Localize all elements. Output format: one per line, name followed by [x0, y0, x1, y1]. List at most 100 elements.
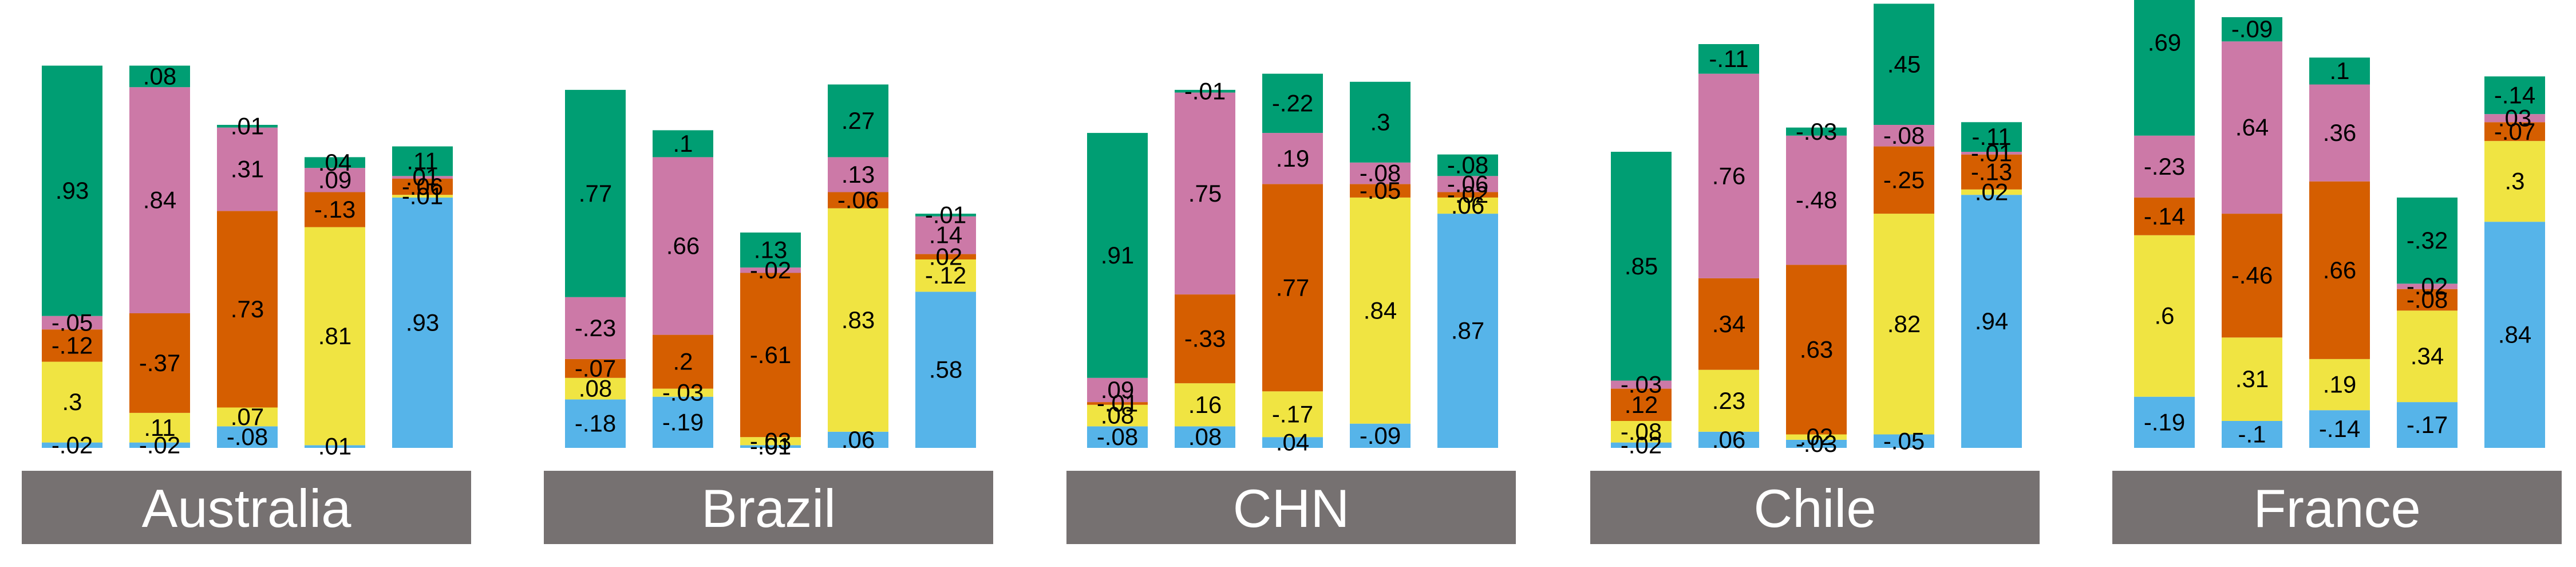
panel-band-chn [1066, 471, 1516, 544]
bar-segment-chile-4-orange [1874, 146, 1934, 214]
data-label-chile-3-yellow: .02 [1800, 423, 1833, 450]
bar-segment-chn-4-pink [1350, 162, 1411, 184]
data-label-chile-3-pink: -.48 [1796, 187, 1837, 214]
bar-segment-australia-1-pink [42, 316, 102, 330]
data-label-brazil-4-green: .27 [841, 107, 875, 134]
data-label-chile-4-yellow: .82 [1887, 310, 1921, 337]
bar-segment-brazil-4-green [828, 84, 888, 158]
data-label-chile-5-green: -.11 [1971, 123, 2011, 150]
bar-segment-australia-4-orange [305, 192, 365, 227]
bar-segment-australia-5-blue [392, 197, 453, 448]
bar-segment-chn-3-blue [1262, 437, 1323, 448]
data-label-france-5-yellow: .3 [2504, 168, 2524, 195]
data-label-chn-1-green: .91 [1101, 242, 1134, 269]
data-label-brazil-1-pink: -.23 [575, 314, 616, 341]
bar-segment-australia-3-yellow [217, 407, 278, 427]
data-label-chn-3-orange: .77 [1276, 274, 1309, 301]
data-label-australia-5-orange: -.06 [402, 173, 443, 200]
data-label-chn-2-green: -.01 [1184, 77, 1226, 104]
bar-segment-chn-5-green [1437, 154, 1498, 176]
data-label-australia-5-pink: .01 [406, 164, 439, 191]
panel-label-australia: Australia [142, 478, 351, 538]
bar-segment-brazil-3-yellow [740, 437, 801, 446]
data-label-brazil-4-blue: .06 [841, 426, 875, 453]
bar-segment-france-4-green [2397, 197, 2458, 284]
data-label-chile-4-green: .45 [1887, 50, 1921, 77]
bar-segment-chile-5-orange [1961, 154, 2022, 190]
data-label-brazil-4-orange: -.06 [837, 187, 879, 214]
data-label-brazil-1-green: .77 [579, 180, 612, 207]
data-label-france-1-green: .69 [2148, 29, 2181, 56]
bar-segment-brazil-4-yellow [828, 208, 888, 432]
data-label-chn-3-yellow: -.17 [1272, 400, 1313, 427]
bar-segment-france-5-pink [2484, 114, 2545, 123]
bar-segment-australia-3-pink [217, 127, 278, 211]
bar-segment-chn-5-orange [1437, 192, 1498, 198]
data-label-chile-1-green: .85 [1625, 253, 1658, 279]
data-label-brazil-1-orange: -.07 [575, 355, 616, 381]
bar-segment-france-1-blue [2134, 396, 2195, 448]
bar-segment-australia-4-blue [305, 445, 365, 448]
bar-segment-brazil-5-pink [915, 216, 976, 254]
bar-segment-australia-4-green [305, 157, 365, 168]
data-label-chile-1-orange: .12 [1625, 391, 1658, 418]
data-label-chn-5-orange: -.02 [1447, 181, 1488, 208]
data-label-chile-3-blue: -.03 [1796, 430, 1837, 457]
data-label-chile-2-yellow: .23 [1712, 387, 1745, 414]
bar-segment-france-3-yellow [2309, 359, 2370, 411]
data-label-australia-4-orange: -.13 [314, 196, 355, 223]
bar-segment-brazil-3-pink [740, 267, 801, 273]
data-label-chn-4-yellow: .84 [1364, 297, 1397, 324]
bar-segment-australia-2-green [129, 65, 190, 88]
data-label-australia-1-orange: -.12 [52, 332, 93, 359]
bar-segment-chn-4-yellow [1350, 197, 1411, 424]
bar-segment-chn-4-blue [1350, 423, 1411, 448]
bar-segment-france-5-blue [2484, 222, 2545, 448]
data-label-australia-4-blue: .01 [318, 433, 351, 460]
bar-segment-chile-1-blue [1611, 442, 1672, 448]
bar-segment-chile-4-blue [1874, 434, 1934, 448]
bar-segment-chile-1-green [1611, 152, 1672, 381]
data-label-chn-3-blue: .04 [1276, 429, 1309, 456]
bar-segment-chile-1-yellow [1611, 421, 1672, 443]
bar-segment-australia-1-blue [42, 442, 102, 448]
data-label-brazil-1-yellow: .08 [579, 375, 612, 402]
data-label-france-2-yellow: .31 [2235, 365, 2269, 392]
bar-segment-chn-2-green [1175, 89, 1235, 93]
data-label-australia-4-yellow: .81 [318, 322, 351, 349]
bar-segment-brazil-1-yellow [565, 377, 626, 400]
data-label-france-2-pink: .64 [2235, 114, 2269, 141]
bar-segment-australia-5-yellow [392, 195, 453, 198]
bar-segment-chn-5-pink [1437, 176, 1498, 192]
data-label-australia-3-blue: -.08 [227, 423, 268, 450]
bar-segment-france-4-pink [2397, 284, 2458, 289]
data-label-france-1-yellow: .6 [2154, 302, 2174, 329]
bar-segment-chn-1-blue [1087, 426, 1148, 448]
bar-segment-chn-2-pink [1175, 92, 1235, 295]
data-label-brazil-5-pink: .14 [929, 222, 962, 249]
data-label-france-5-green: -.14 [2494, 81, 2535, 108]
bar-segment-chile-2-pink [1698, 73, 1759, 278]
data-label-chn-4-green: .3 [1370, 108, 1390, 135]
bar-segment-chn-2-blue [1175, 426, 1235, 448]
data-label-chn-5-yellow: .06 [1451, 192, 1484, 219]
bar-segment-brazil-1-blue [565, 399, 626, 448]
data-label-brazil-2-blue: -.19 [662, 408, 704, 435]
bar-segment-chn-1-pink [1087, 377, 1148, 403]
bar-segment-australia-4-yellow [305, 227, 365, 446]
panel-label-chn: CHN [1233, 478, 1350, 538]
data-label-chn-2-yellow: .16 [1188, 391, 1222, 418]
data-label-chile-1-blue: -.02 [1621, 431, 1662, 458]
data-label-france-1-pink: -.23 [2144, 153, 2185, 180]
data-label-chile-4-blue: -.05 [1883, 427, 1925, 454]
data-label-australia-1-blue: -.02 [52, 431, 93, 458]
bar-segment-brazil-2-blue [653, 396, 713, 448]
data-label-brazil-5-green: -.01 [925, 201, 966, 228]
bar-segment-australia-3-green [217, 125, 278, 128]
data-label-france-1-blue: -.19 [2144, 408, 2185, 435]
bar-segment-brazil-1-orange [565, 359, 626, 378]
bar-segment-france-1-orange [2134, 197, 2195, 235]
bar-segment-brazil-5-yellow [915, 259, 976, 292]
data-label-australia-4-pink: .09 [318, 166, 351, 193]
